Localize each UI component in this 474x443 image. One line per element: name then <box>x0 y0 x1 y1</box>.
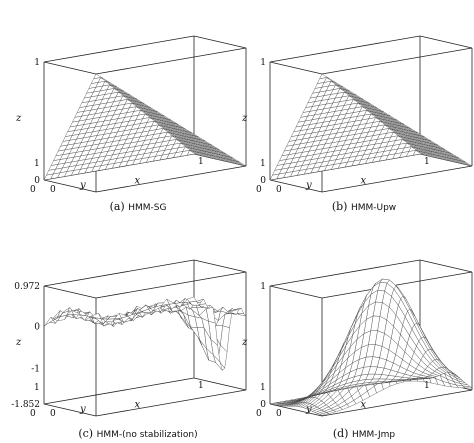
y-axis-label: y <box>79 404 86 415</box>
z-axis-label: z <box>241 337 248 348</box>
surface-mesh <box>43 73 247 181</box>
x-axis-label: x <box>135 400 141 411</box>
y-tick-label: 0 <box>30 185 36 195</box>
panel-caption: (c) HMM-(no stabilization) <box>78 427 197 440</box>
mesh-cell <box>43 173 54 181</box>
box-edge <box>193 35 247 49</box>
z-axis-label: z <box>241 113 248 124</box>
x-tick-label: 0 <box>276 409 282 419</box>
box-edge <box>95 271 247 299</box>
z-axis-label: z <box>15 337 22 348</box>
box-edge <box>269 285 323 299</box>
y-tick-label: 0 <box>256 185 262 195</box>
box-edge <box>269 35 421 63</box>
z-tick-label: 0.972 <box>14 282 40 292</box>
panel-caption: (d) HMM-Jmp <box>333 427 396 440</box>
y-axis-label: y <box>305 404 312 415</box>
box-edge <box>269 179 323 193</box>
z-tick-label: 0 <box>260 176 266 186</box>
caption-prefix: (a) <box>110 200 129 213</box>
surface-panel-3: 0.972 0 -1 -1.852 z 0 1 x 0 1 y (c) HMM-(no stabili… <box>11 259 247 440</box>
panel-caption: (b) HMM-Upw <box>332 200 396 213</box>
x-tick-label: 0 <box>276 185 282 195</box>
box-edge <box>193 259 247 273</box>
box-edge <box>95 165 247 193</box>
box-edge <box>43 285 97 299</box>
z-tick-label: -1.852 <box>11 400 40 410</box>
surface-mesh <box>269 278 473 416</box>
box-edge <box>321 47 473 75</box>
panel-caption: (a) HMM-SG <box>110 200 167 213</box>
z-tick-label: 1 <box>34 58 40 68</box>
caption-method: HMM-Jmp <box>352 430 395 440</box>
mesh-cell <box>43 316 54 327</box>
caption-prefix: (d) <box>333 427 352 440</box>
caption-method: HMM-(no stabilization) <box>97 430 198 440</box>
y-axis-label: y <box>79 180 86 191</box>
z-tick-label: 0 <box>34 176 40 186</box>
box-edge <box>419 259 473 273</box>
box-edge <box>269 61 323 75</box>
box-edge <box>321 389 473 417</box>
z-tick-label: 0 <box>260 400 266 410</box>
x-tick-label: 1 <box>198 157 204 167</box>
z-axis-label: z <box>15 113 22 124</box>
y-tick-label: 0 <box>30 409 36 419</box>
caption-method: HMM-SG <box>128 203 166 213</box>
caption-prefix: (b) <box>332 200 351 213</box>
surface-mesh <box>269 73 473 181</box>
box-edge <box>321 165 473 193</box>
mesh-cell <box>269 402 280 405</box>
z-tick-label: -1 <box>31 364 40 374</box>
y-tick-label: 1 <box>34 159 40 169</box>
x-tick-label: 0 <box>50 409 56 419</box>
box-edge <box>43 35 195 63</box>
z-tick-label: 0 <box>34 323 40 333</box>
y-tick-label: 0 <box>256 409 262 419</box>
x-tick-label: 1 <box>198 381 204 391</box>
box-edge <box>269 259 421 287</box>
box-edge <box>43 259 195 287</box>
x-tick-label: 1 <box>424 157 430 167</box>
box-edge <box>43 403 97 417</box>
y-tick-label: 1 <box>34 383 40 393</box>
box-edge <box>193 377 247 391</box>
box-edge <box>43 61 97 75</box>
box-edge <box>321 271 473 299</box>
z-tick-label: 1 <box>260 58 266 68</box>
box-edge <box>43 377 195 405</box>
x-axis-label: x <box>361 176 367 187</box>
mesh-cell <box>269 173 280 181</box>
surface-panel-1: 0 1 z 0 1 x 0 1 y (a) HMM-SG <box>15 35 247 213</box>
box-edge <box>95 389 247 417</box>
caption-method: HMM-Upw <box>351 203 396 213</box>
y-tick-label: 1 <box>260 159 266 169</box>
box-edge <box>419 35 473 49</box>
caption-prefix: (c) <box>78 427 96 440</box>
x-tick-label: 0 <box>50 185 56 195</box>
box-edge <box>95 47 247 75</box>
x-axis-label: x <box>361 400 367 411</box>
surface-panel-2: 0 1 z 0 1 x 0 1 y (b) HMM-Upw <box>241 35 473 213</box>
z-tick-label: 1 <box>260 282 266 292</box>
x-axis-label: x <box>135 176 141 187</box>
x-tick-label: 1 <box>424 381 430 391</box>
y-tick-label: 1 <box>260 383 266 393</box>
y-axis-label: y <box>305 180 312 191</box>
surface-mesh <box>43 296 247 371</box>
surface-panel-4: 0 1 z 0 1 x 0 1 y (d) HMM-Jmp <box>241 259 473 440</box>
box-edge <box>43 179 97 193</box>
box-edge <box>269 403 323 417</box>
